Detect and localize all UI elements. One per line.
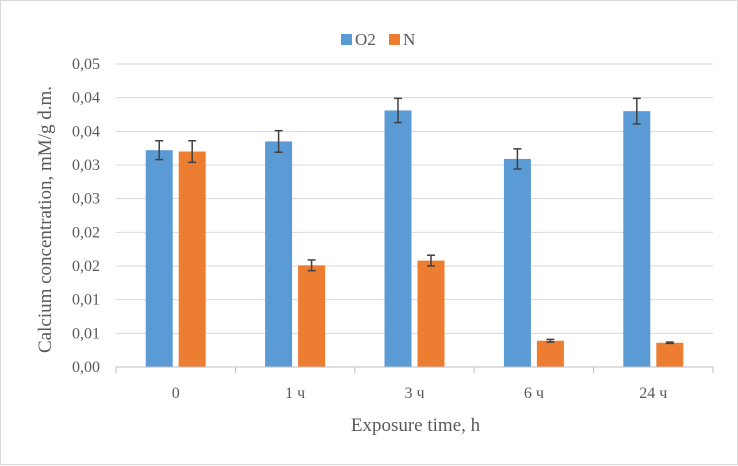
y-tick-labels: 0,00 0,01 0,01 0,02 0,02 0,03 0,03 0,04 0,04 0,05	[72, 56, 100, 376]
bar-n-0	[178, 151, 206, 367]
error-bars	[155, 97, 674, 345]
y-tick-label: 0,04	[72, 90, 100, 107]
y-tick-label: 0,02	[72, 258, 100, 275]
x-tick-label: 1 ч	[285, 385, 305, 402]
y-axis-title: Calcium concentration, mM/g d.m.	[35, 86, 56, 353]
bar-o2-3	[503, 158, 531, 367]
bar-n-4	[656, 342, 684, 367]
bar-n-3	[536, 340, 564, 367]
x-tick-label: 3 ч	[404, 385, 424, 402]
legend-label-n: N	[403, 30, 415, 49]
legend-swatch-o2	[341, 34, 352, 45]
x-tick-label: 24 ч	[639, 385, 667, 402]
y-tick-label: 0,03	[72, 191, 100, 208]
axes	[115, 366, 714, 373]
bar-o2-1	[265, 141, 293, 367]
bars	[145, 110, 684, 368]
x-axis-title: Exposure time, h	[351, 415, 481, 436]
legend-label-o2: O2	[355, 30, 376, 49]
y-tick-label: 0,00	[72, 359, 100, 376]
y-tick-label: 0,03	[72, 157, 100, 174]
legend: O2 N	[341, 30, 415, 49]
y-tick-label: 0,01	[72, 325, 100, 342]
bar-n-1	[298, 265, 326, 367]
y-tick-label: 0,05	[72, 56, 100, 73]
bar-n-2	[417, 260, 445, 367]
gridlines	[116, 63, 713, 334]
x-tick-label: 0	[172, 385, 180, 402]
bar-o2-2	[384, 110, 412, 368]
y-tick-label: 0,04	[72, 123, 100, 140]
bar-o2-0	[145, 150, 173, 367]
x-tick-labels: 0 1 ч 3 ч 6 ч 24 ч	[172, 385, 668, 402]
y-tick-label: 0,01	[72, 292, 100, 309]
bar-o2-4	[623, 111, 651, 367]
y-tick-label: 0,02	[72, 224, 100, 241]
x-tick-label: 6 ч	[524, 385, 544, 402]
legend-swatch-n	[389, 34, 400, 45]
